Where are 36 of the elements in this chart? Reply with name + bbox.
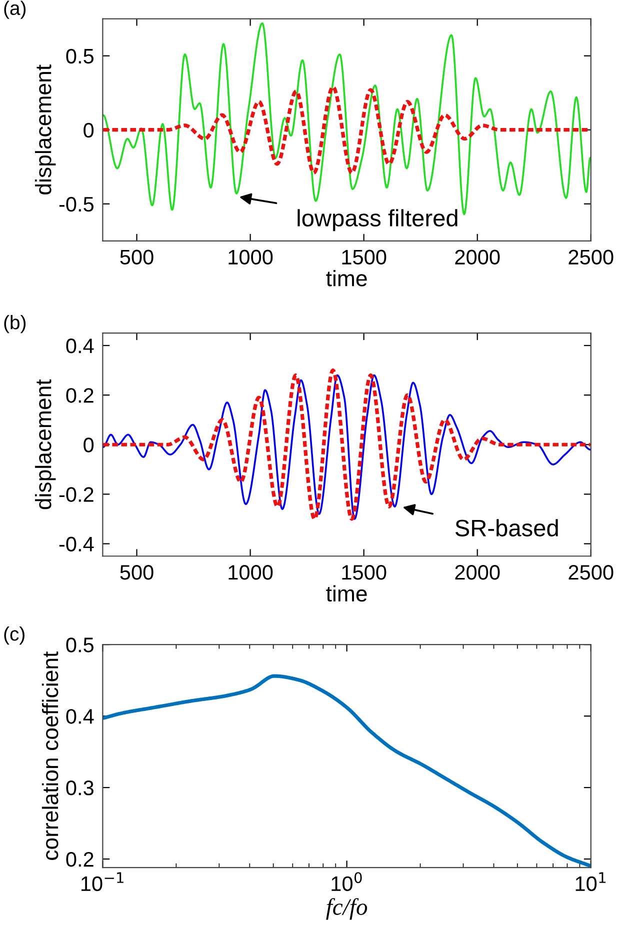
chart-title: (c) xyxy=(4,626,24,645)
x-tick-label: 1000 xyxy=(228,250,273,265)
chart-title: (a) xyxy=(4,0,26,19)
y-tick-label: 0.5 xyxy=(66,638,94,652)
y-tick-label: -0.2 xyxy=(59,487,94,502)
x-tick-label: 10$^{0}$ xyxy=(332,872,362,892)
x-tick-label: 2500 xyxy=(568,250,614,265)
y-tick-label: 0 xyxy=(84,438,94,452)
annotation: lowpass filtered xyxy=(298,209,458,232)
y-tick-label: 0.4 xyxy=(66,338,94,354)
annotation: SR-based xyxy=(455,519,558,536)
y-axis-title: displacement xyxy=(34,379,56,510)
y-tick-label: -0.4 xyxy=(59,536,94,552)
x-tick-label: 2000 xyxy=(455,250,500,265)
y-tick-label: 0 xyxy=(84,122,94,138)
y-axis-title: displacement xyxy=(34,64,56,194)
x-tick-label: 10$^{−1}$ xyxy=(81,872,124,892)
x-tick-label: 500 xyxy=(120,565,154,580)
x-tick-label: 2000 xyxy=(455,565,500,580)
y-tick-label: 0.2 xyxy=(66,388,94,403)
y-tick-label: 0.3 xyxy=(66,780,94,796)
y-tick-label: 0.4 xyxy=(66,709,94,724)
x-axis-title: time xyxy=(326,270,367,286)
y-tick-label: -0.5 xyxy=(59,196,94,212)
y-tick-label: 0.2 xyxy=(66,852,94,867)
x-tick-label: 2500 xyxy=(568,565,614,580)
x-axis-title: time xyxy=(326,585,367,602)
x-tick-label: 1500 xyxy=(342,250,386,265)
x-axis-title: fc/fo xyxy=(326,898,368,920)
x-tick-label: 1500 xyxy=(342,565,386,580)
chart-title: (b) xyxy=(4,315,26,334)
x-tick-label: 500 xyxy=(120,250,154,265)
x-tick-label: 1000 xyxy=(228,565,273,580)
y-tick-label: 0.5 xyxy=(66,48,94,64)
x-tick-label: 10$^{1}$ xyxy=(576,872,606,892)
y-axis-title: correlation coefficient xyxy=(42,651,58,860)
